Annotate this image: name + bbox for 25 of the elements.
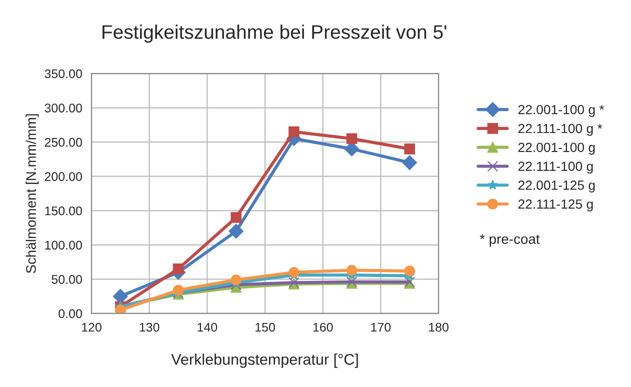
x-tick-label: 160: [313, 322, 333, 332]
x-tick-label: 150: [256, 322, 275, 332]
y-tick-label: 150.00: [45, 206, 82, 216]
y-tick-label: 50.00: [52, 274, 82, 284]
legend-label: 22.111-100 g *: [518, 124, 602, 136]
x-tick-label: 170: [371, 322, 391, 332]
x-tick-label: 180: [429, 322, 448, 332]
chart-title: Festigkeitszunahme bei Presszeit von 5': [102, 24, 446, 43]
y-tick-label: 350.00: [44, 69, 82, 78]
legend-label: 22.001-100 g *: [518, 104, 604, 117]
text: * pre-coat: [480, 234, 540, 247]
y-axis-title: Schälmoment [N.mm/mm]: [26, 114, 39, 274]
y-tick-label: 200.00: [44, 172, 82, 182]
legend-label: 22.111-125 g: [518, 199, 593, 212]
y-tick-label: 0.00: [58, 309, 82, 318]
x-tick-label: 130: [140, 322, 160, 332]
legend-label: 22.001-100 g: [518, 142, 595, 155]
x-tick-label: 120: [82, 322, 102, 332]
legend-label: 22.001-125 g: [518, 180, 595, 192]
legend-label: 22.111-100 g: [518, 162, 593, 174]
y-tick-label: 100.00: [45, 240, 82, 250]
x-tick-label: 140: [198, 322, 218, 332]
x-axis-title: Verklebungstemperatur [°C]: [171, 354, 358, 368]
y-tick-label: 250.00: [44, 138, 82, 147]
y-tick-label: 300.00: [44, 104, 82, 112]
